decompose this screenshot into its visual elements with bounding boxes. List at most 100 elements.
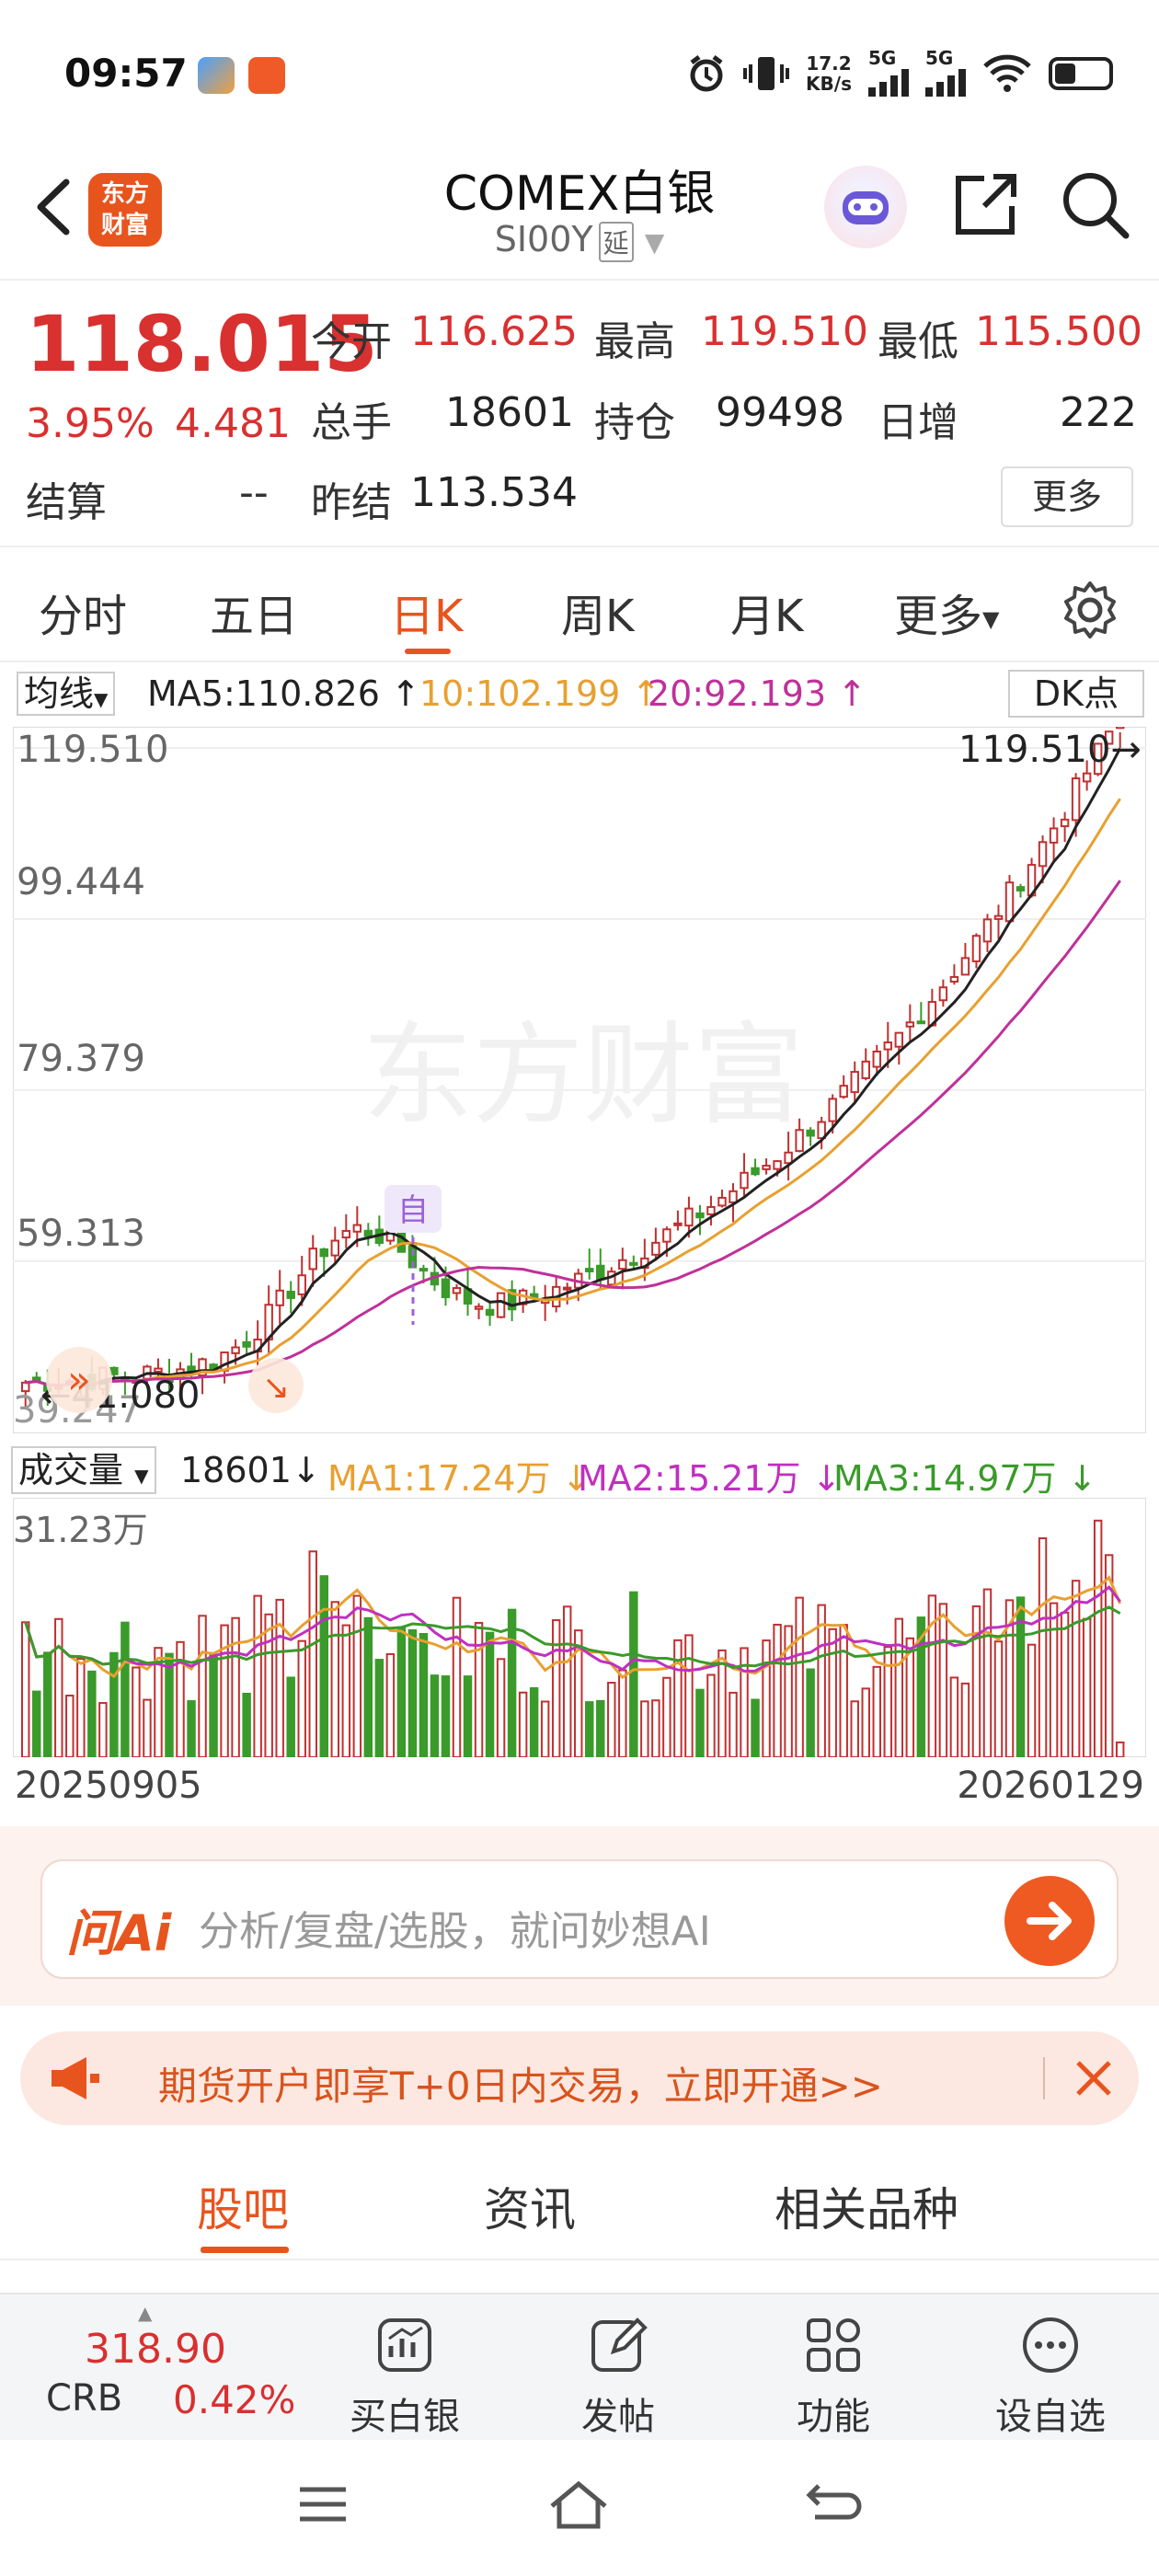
self-marker-badge [384, 1185, 442, 1233]
ai-search-input[interactable]: 问Ai 分析/复盘/选股，就问妙想AI [40, 1859, 1119, 1979]
share-icon[interactable] [947, 167, 1021, 241]
candle [673, 1222, 683, 1226]
volume-bar [385, 1652, 396, 1757]
volume-bar [463, 1675, 473, 1757]
candle [828, 1098, 837, 1122]
volume-bar [430, 1674, 440, 1757]
tab-related[interactable]: 相关品种 [775, 2183, 958, 2237]
volume-bar [441, 1675, 451, 1757]
status-time: 09:57 [64, 51, 188, 96]
ma20-value: 20:92.193 ↑ [648, 673, 867, 714]
alarm-icon [690, 55, 723, 92]
last-price: 118.015 [26, 299, 378, 389]
ai-robot-icon[interactable] [824, 166, 907, 248]
ai-section: 问Ai 分析/复盘/选股，就问妙想AI [0, 1826, 1159, 2006]
expand-chart-icon[interactable] [46, 1347, 112, 1413]
change-value: 4.481 [175, 400, 291, 447]
volume-bar [452, 1596, 462, 1757]
vol-ma1-value: MA1:17.24万 ↓ [327, 1458, 591, 1499]
volume-bar [894, 1617, 904, 1757]
candle [1049, 827, 1059, 844]
back-nav-icon[interactable] [802, 2477, 866, 2532]
volume-bar [1115, 1741, 1125, 1757]
post-button[interactable]: 发帖 [545, 2313, 692, 2440]
volume-bar [673, 1639, 683, 1757]
instrument-code[interactable]: SI00Y 延 ▼ [350, 219, 809, 262]
candle [441, 1278, 451, 1299]
volume-bar [264, 1613, 273, 1757]
tab-daily-k[interactable]: 日K [390, 591, 464, 642]
ma-legend: 均线▼ MA5:110.826 ↑ 10:102.199 ↑ 20:92.193… [0, 666, 1159, 721]
crb-percent[interactable]: 0.42% [173, 2377, 296, 2422]
caret-down-icon: ▼ [982, 606, 1000, 632]
volume-chart[interactable]: 31.23万 [13, 1498, 1146, 1757]
megaphone-icon [52, 2057, 99, 2099]
volume-bar [817, 1604, 826, 1757]
volume-bar [960, 1682, 970, 1757]
network-speed: 17.2 KB/s [806, 52, 852, 95]
ma-lines [25, 747, 1122, 1387]
prev-settle-value: 113.534 [410, 469, 578, 516]
volume-bar [916, 1616, 926, 1757]
crb-value[interactable]: 318.90 [85, 2326, 226, 2373]
home-icon[interactable] [546, 2477, 611, 2532]
x-axis-start-date: 20250905 [15, 1765, 202, 1807]
open-interest-value: 99498 [716, 389, 844, 436]
grid-apps-icon [807, 2318, 860, 2372]
tab-weekly-k[interactable]: 周K [561, 591, 635, 642]
tab-news[interactable]: 资讯 [484, 2183, 576, 2237]
candle [308, 1248, 317, 1271]
more-quote-button[interactable]: 更多 [1001, 466, 1133, 527]
active-tab-underline [201, 2247, 289, 2253]
candle [1060, 818, 1070, 828]
tab-monthly-k[interactable]: 月K [730, 591, 804, 642]
edit-icon [591, 2317, 648, 2372]
tab-five-day[interactable]: 五日 [210, 591, 299, 642]
promo-banner[interactable]: 期货开户即享T+0日内交易，立即开通>> [20, 2031, 1139, 2125]
buy-silver-button[interactable]: 买白银 [331, 2313, 478, 2440]
shrink-chart-icon[interactable] [248, 1358, 304, 1413]
volume-bar [87, 1670, 97, 1757]
crb-label[interactable]: CRB [46, 2377, 123, 2420]
ai-submit-button[interactable] [1004, 1876, 1095, 1966]
candle [198, 1358, 207, 1376]
volume-bar [806, 1668, 815, 1757]
candle [596, 1264, 605, 1281]
settle-label: 结算 [26, 479, 107, 526]
indicator-select[interactable]: 均线▼ [17, 672, 116, 716]
volume-bar [76, 1658, 86, 1757]
volume-bar [751, 1698, 760, 1757]
signal-5g-2: 5G [925, 47, 966, 101]
arrow-right-icon [1027, 1902, 1072, 1940]
dk-point-button[interactable]: DK点 [1008, 670, 1144, 718]
candle [806, 1129, 815, 1137]
search-icon[interactable] [1058, 167, 1131, 241]
candlestick-chart[interactable]: 东方财富 119.510 99.444 79.379 59.313 119.51… [13, 727, 1146, 1433]
menu-icon[interactable] [291, 2477, 355, 2532]
functions-button[interactable]: 功能 [760, 2313, 907, 2440]
ma5-value: MA5:110.826 ↑ [147, 673, 420, 714]
ma10-line [25, 798, 1121, 1387]
add-watchlist-button[interactable]: 设自选 [977, 2313, 1124, 2440]
volume-bar [43, 1651, 52, 1757]
close-icon[interactable] [1069, 2053, 1119, 2103]
quote-panel: 118.015 3.95% 4.481 结算 -- 今开 116.625 最高 … [0, 281, 1159, 547]
volume-bar [242, 1692, 251, 1757]
page-title: COMEX白银 [443, 167, 716, 222]
candle [209, 1363, 218, 1370]
tab-stock-forum[interactable]: 股吧 [197, 2183, 289, 2237]
back-arrow-icon[interactable] [28, 175, 83, 239]
volume-bar [784, 1625, 793, 1757]
tab-intraday[interactable]: 分时 [39, 591, 128, 642]
candle [585, 1268, 594, 1272]
gear-icon[interactable] [1058, 578, 1122, 642]
volume-indicator-select[interactable]: 成交量 ▼ [11, 1446, 156, 1494]
candle [1038, 841, 1048, 868]
volume-bar [308, 1550, 317, 1757]
tab-more[interactable]: 更多▼ [894, 591, 1000, 642]
promo-divider [1043, 2057, 1045, 2099]
candle [762, 1165, 771, 1170]
header: 东方 财富 COMEX白银 SI00Y 延 ▼ [0, 138, 1159, 281]
candle [474, 1305, 484, 1310]
volume-bar [120, 1621, 130, 1757]
